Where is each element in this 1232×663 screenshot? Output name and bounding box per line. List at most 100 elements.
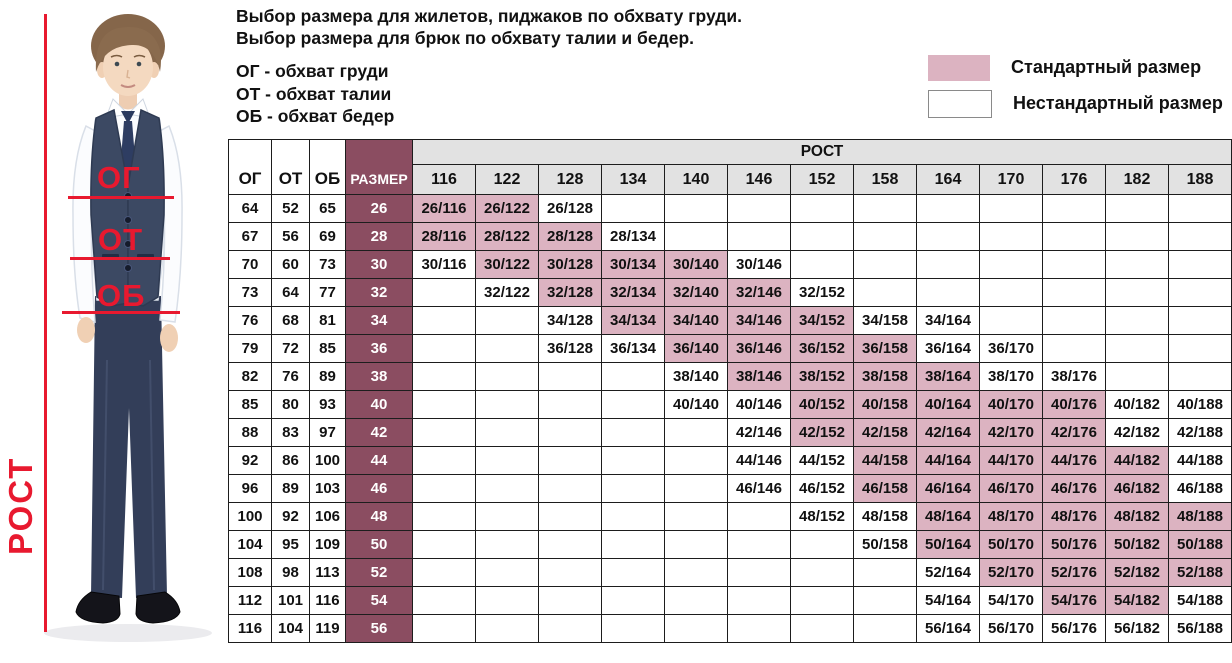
empty-cell-30-188 [1168,250,1232,279]
og-value-44: 92 [228,446,272,475]
empty-cell-28-176 [1042,222,1106,251]
empty-cell-56-116 [412,614,476,643]
ot-value-48: 92 [271,502,310,531]
empty-cell-26-188 [1168,194,1232,223]
combo-cell-40-158: 40/158 [853,390,917,419]
og-value-34: 76 [228,306,272,335]
empty-cell-52-140 [664,558,728,587]
size-row-32: 73 64 77 32 32/122 32/128 32/134 32/140 32/146 32… [228,278,1232,307]
title-line-2: Выбор размера для брюк по обхвату талии … [236,28,694,48]
combo-cell-42-176: 42/176 [1042,418,1106,447]
size-row-30: 70 60 73 30 30/116 30/122 30/128 30/134 30/140 30… [228,250,1232,279]
size-value-38: 38 [345,362,413,391]
empty-cell-32-188 [1168,278,1232,307]
size-value-46: 46 [345,474,413,503]
ot-value-36: 72 [271,334,310,363]
empty-cell-44-128 [538,446,602,475]
empty-cell-42-128 [538,418,602,447]
combo-cell-42-182: 42/182 [1105,418,1169,447]
og-value-30: 70 [228,250,272,279]
og-value-42: 88 [228,418,272,447]
combo-cell-36-140: 36/140 [664,334,728,363]
empty-cell-36-176 [1042,334,1106,363]
empty-cell-50-140 [664,530,728,559]
ob-value-38: 89 [309,362,346,391]
empty-cell-54-158 [853,586,917,615]
empty-cell-40-128 [538,390,602,419]
empty-cell-56-134 [601,614,665,643]
combo-cell-48-170: 48/170 [979,502,1043,531]
og-value-32: 73 [228,278,272,307]
empty-cell-28-140 [664,222,728,251]
combo-cell-50-182: 50/182 [1105,530,1169,559]
size-row-48: 100 92 106 48 48/152 48/158 48/164 48/170 48/176… [228,502,1232,531]
combo-cell-34-134: 34/134 [601,306,665,335]
size-value-44: 44 [345,446,413,475]
ob-value-30: 73 [309,250,346,279]
ot-value-26: 52 [271,194,310,223]
empty-cell-46-122 [475,474,539,503]
height-col-146: 146 [727,164,791,195]
ob-value-54: 116 [309,586,346,615]
combo-cell-56-164: 56/164 [916,614,980,643]
og-value-28: 67 [228,222,272,251]
height-col-170: 170 [979,164,1043,195]
combo-cell-36-170: 36/170 [979,334,1043,363]
combo-cell-44-188: 44/188 [1168,446,1232,475]
og-value-50: 104 [228,530,272,559]
combo-cell-48-182: 48/182 [1105,502,1169,531]
empty-cell-48-128 [538,502,602,531]
size-row-36: 79 72 85 36 36/128 36/134 36/140 36/146 36/152 36… [228,334,1232,363]
empty-cell-26-134 [601,194,665,223]
ob-header: ОБ [309,139,346,195]
size-row-28: 67 56 69 28 28/116 28/122 28/128 28/134 [228,222,1232,251]
empty-cell-36-116 [412,334,476,363]
empty-cell-56-128 [538,614,602,643]
combo-cell-40-146: 40/146 [727,390,791,419]
empty-cell-56-158 [853,614,917,643]
og-value-36: 79 [228,334,272,363]
ob-value-56: 119 [309,614,346,643]
combo-cell-38-152: 38/152 [790,362,854,391]
combo-cell-26-122: 26/122 [475,194,539,223]
combo-cell-30-134: 30/134 [601,250,665,279]
rost-header: РОСТ [412,139,1232,165]
height-col-140: 140 [664,164,728,195]
empty-cell-50-152 [790,530,854,559]
empty-cell-34-188 [1168,306,1232,335]
combo-cell-44-152: 44/152 [790,446,854,475]
combo-cell-40-164: 40/164 [916,390,980,419]
combo-cell-54-176: 54/176 [1042,586,1106,615]
shoes [75,591,181,624]
combo-cell-46-170: 46/170 [979,474,1043,503]
ob-value-28: 69 [309,222,346,251]
trousers [91,296,167,598]
combo-cell-36-152: 36/152 [790,334,854,363]
combo-cell-44-170: 44/170 [979,446,1043,475]
ot-value-32: 64 [271,278,310,307]
combo-cell-28-134: 28/134 [601,222,665,251]
empty-cell-34-182 [1105,306,1169,335]
empty-cell-48-146 [727,502,791,531]
empty-cell-28-146 [727,222,791,251]
combo-cell-42-158: 42/158 [853,418,917,447]
combo-cell-38-164: 38/164 [916,362,980,391]
combo-cell-44-176: 44/176 [1042,446,1106,475]
ot-value-44: 86 [271,446,310,475]
head [91,14,165,96]
empty-cell-38-134 [601,362,665,391]
combo-cell-56-170: 56/170 [979,614,1043,643]
size-value-26: 26 [345,194,413,223]
combo-cell-28-116: 28/116 [412,222,476,251]
waist-measure-line [70,257,170,260]
combo-cell-40-170: 40/170 [979,390,1043,419]
combo-cell-40-176: 40/176 [1042,390,1106,419]
combo-cell-36-158: 36/158 [853,334,917,363]
size-row-44: 92 86 100 44 44/146 44/152 44/158 44/164 44/170 4… [228,446,1232,475]
combo-cell-44-182: 44/182 [1105,446,1169,475]
combo-cell-38-146: 38/146 [727,362,791,391]
empty-cell-36-188 [1168,334,1232,363]
og-header: ОГ [228,139,272,195]
size-value-48: 48 [345,502,413,531]
empty-cell-32-170 [979,278,1043,307]
